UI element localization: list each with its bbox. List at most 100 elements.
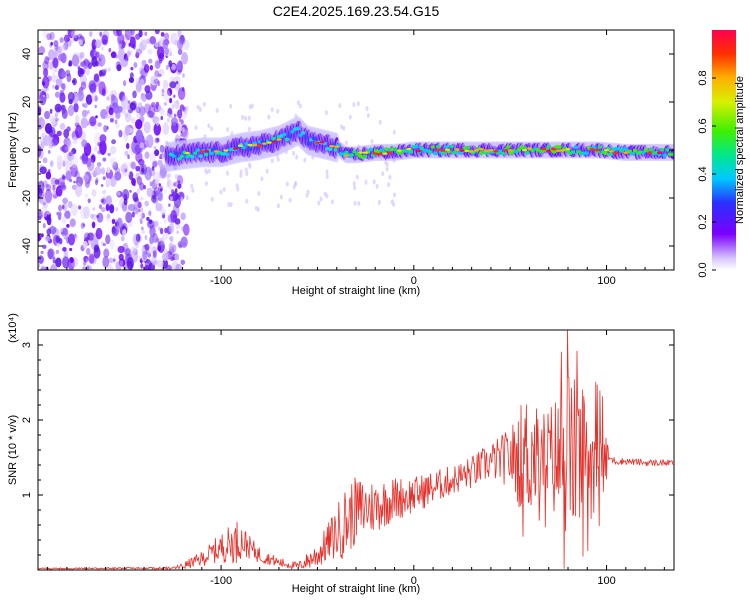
ridge-peak [555, 149, 561, 152]
noise-blob [62, 256, 70, 269]
ridge-peak [589, 148, 595, 151]
ridge-core [298, 133, 303, 137]
noise-blob [69, 247, 73, 252]
ridge-core [524, 151, 530, 155]
noise-blob [95, 227, 103, 240]
faint-blob [353, 200, 357, 206]
faint-blob [305, 192, 309, 198]
noise-blob [113, 258, 116, 262]
noise-blob [79, 205, 87, 220]
noise-blob [141, 168, 145, 173]
noise-blob [102, 256, 110, 268]
colorbar-tick-label: 0.6 [697, 118, 709, 133]
noise-blob [124, 55, 129, 63]
noise-blob [120, 235, 125, 242]
faint-blob [270, 158, 274, 164]
noise-blob [88, 253, 95, 264]
noise-blob [115, 54, 118, 59]
snr-x-ticks: -100 0 100 [47, 330, 665, 587]
ridge-peak [502, 149, 508, 152]
faint-blob [317, 200, 321, 206]
ridge-core [290, 129, 295, 134]
noise-blob [172, 203, 180, 218]
noise-blob [95, 51, 100, 59]
noise-blob [136, 112, 141, 119]
noise-blob [80, 61, 85, 67]
colorbar-tick-label: 0.8 [697, 70, 709, 85]
noise-blob [177, 180, 181, 184]
noise-blob [163, 101, 168, 106]
noise-blob [134, 196, 139, 203]
faint-blob [276, 108, 280, 114]
ridge-core [241, 145, 247, 150]
noise-blob [105, 234, 111, 245]
faint-blob [303, 157, 307, 163]
ridge-core [546, 144, 551, 149]
noise-blob [82, 103, 85, 108]
y-tick-label: -40 [21, 238, 33, 254]
noise-blob [108, 257, 114, 264]
ridge-core [632, 148, 638, 153]
ridge-peak [560, 149, 566, 152]
noise-blob [157, 80, 161, 87]
ridge-core [171, 154, 176, 158]
noise-blob [148, 58, 153, 64]
faint-blob [276, 156, 280, 162]
noise-blob [73, 180, 76, 184]
faint-blob [175, 99, 179, 105]
faint-blob [372, 179, 376, 185]
ridge-core [363, 154, 368, 159]
noise-blob [125, 211, 133, 223]
noise-blob [109, 239, 115, 250]
noise-blob [154, 179, 159, 185]
faint-blob [344, 140, 348, 146]
noise-blob [159, 188, 163, 192]
snr-y-label: SNR (10 * v/v) [7, 415, 19, 485]
ridge-core [427, 150, 433, 154]
noise-blob [154, 42, 159, 48]
noise-blob [73, 102, 79, 113]
x-tick-label: 100 [597, 275, 615, 287]
ridge-peak [657, 151, 663, 155]
faint-blob [210, 126, 214, 132]
faint-blob [324, 110, 328, 116]
ridge-core [570, 150, 576, 154]
noise-blob [174, 39, 178, 46]
noise-blob [125, 113, 129, 118]
noise-blob [152, 160, 158, 168]
noise-blob [113, 254, 117, 261]
noise-blob [54, 103, 62, 113]
noise-blob [131, 30, 135, 36]
noise-blob [149, 235, 154, 245]
noise-blob [46, 33, 52, 41]
noise-blob [89, 83, 97, 94]
noise-blob [135, 129, 144, 143]
noise-blob [72, 78, 77, 86]
ridge-core [516, 147, 522, 152]
colorbar-label: Normalized spectral amplitude [734, 76, 746, 224]
ridge-core [209, 151, 214, 156]
ridge-peak [184, 151, 190, 155]
noise-blob [62, 158, 68, 165]
noise-blob [137, 212, 143, 218]
noise-blob [140, 226, 144, 231]
noise-blob [180, 236, 188, 248]
noise-blob [159, 144, 165, 153]
faint-blob [378, 119, 382, 125]
noise-blob [89, 49, 94, 58]
ridge-peak [382, 152, 388, 155]
noise-blob [54, 179, 60, 185]
noise-blob [69, 166, 72, 170]
noise-blob [155, 202, 163, 212]
noise-blob [181, 86, 185, 92]
noise-blob [156, 259, 164, 268]
noise-blob [179, 36, 186, 46]
noise-blob [138, 30, 143, 38]
noise-blob [146, 187, 154, 198]
ridge-peak [565, 148, 571, 151]
faint-blob [325, 174, 329, 180]
ridge-core [408, 150, 414, 154]
faint-blob [384, 159, 388, 165]
ridge-peak [473, 149, 479, 152]
noise-blob [180, 259, 186, 265]
